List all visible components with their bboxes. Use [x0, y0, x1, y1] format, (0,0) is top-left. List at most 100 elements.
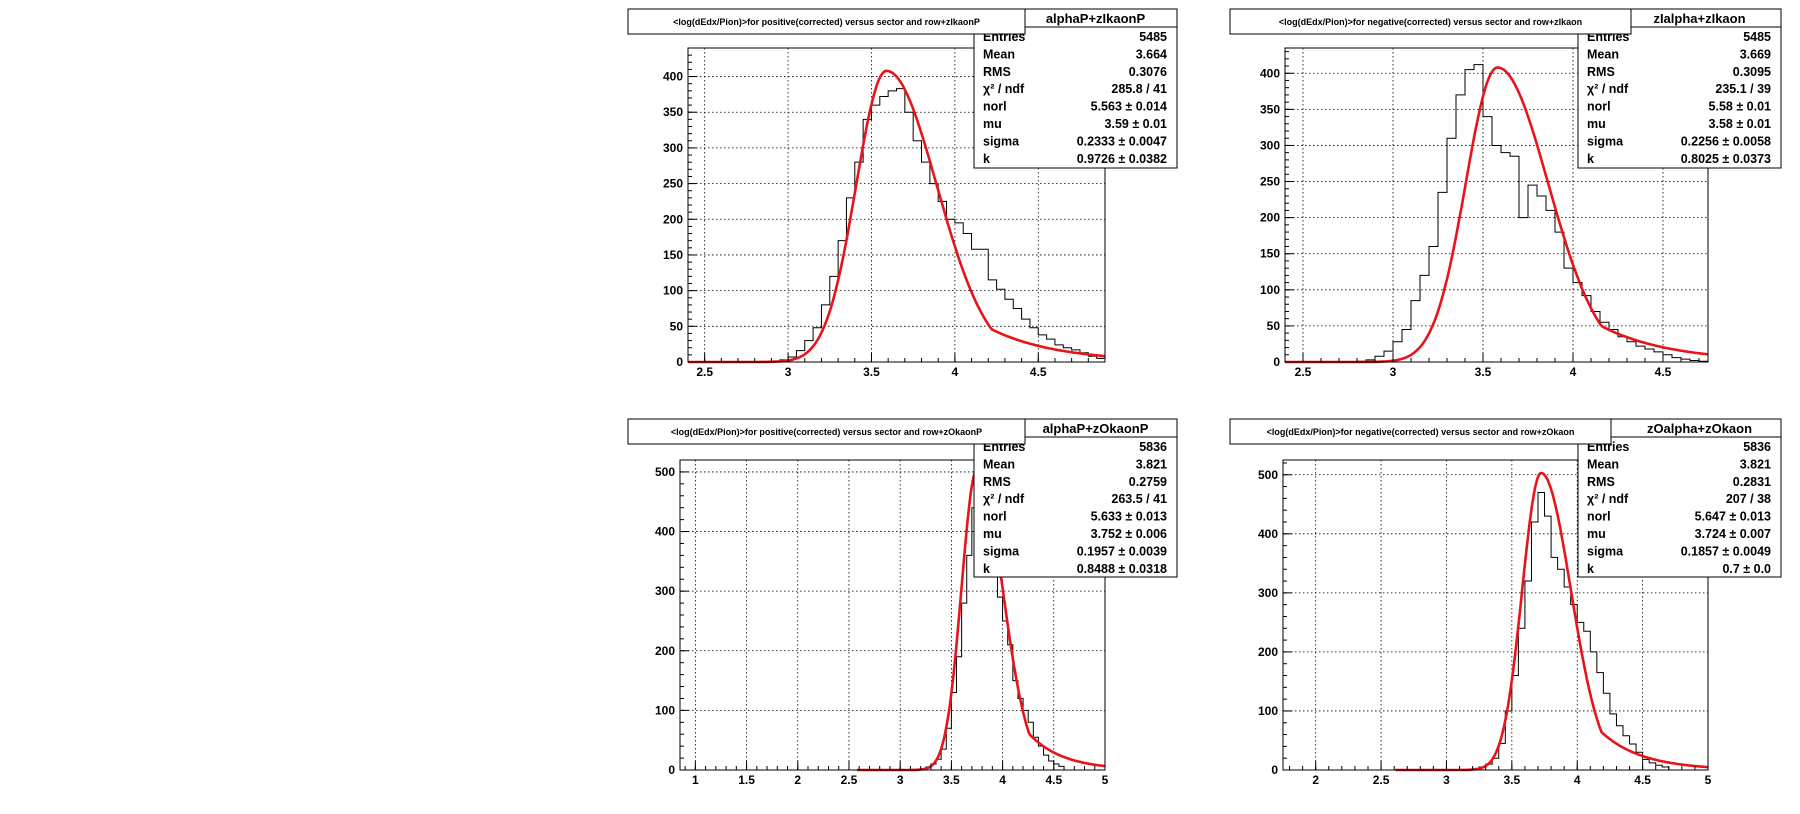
stats-value: 3.59 ± 0.01 [1105, 117, 1168, 131]
x-tick-label: 2.5 [841, 773, 858, 787]
x-tick-label: 5 [1102, 773, 1109, 787]
x-tick-label: 2.5 [1295, 365, 1312, 379]
plot-frame [1284, 47, 1709, 363]
stats-label: k [1587, 152, 1594, 166]
stats-value: 3.752 ± 0.006 [1091, 527, 1167, 541]
histogram-panel-2: 2.5 3 3.5 4 4.5 0 50 100 150 200 250 300 350 400 zIalp… [1229, 8, 1782, 379]
stats-label: k [983, 562, 990, 576]
x-tick-label: 2.5 [1373, 773, 1390, 787]
x-tick-label: 4 [1570, 365, 1577, 379]
stats-label: mu [983, 527, 1002, 541]
y-tick-label: 100 [1260, 283, 1280, 297]
y-tick-label: 100 [663, 284, 683, 298]
y-tick-label: 350 [1260, 102, 1280, 116]
y-tick-label: 150 [663, 248, 683, 262]
stats-label: RMS [983, 65, 1011, 79]
stats-label: Mean [983, 47, 1015, 61]
y-tick-label: 50 [670, 319, 684, 333]
stats-value: 5.563 ± 0.014 [1091, 100, 1167, 114]
stats-value: 5485 [1743, 30, 1771, 44]
stats-value: 5.58 ± 0.01 [1709, 100, 1772, 114]
y-tick-label: 200 [1260, 211, 1280, 225]
chart-title: <log(dEdx/Pion)>for positive(corrected) … [673, 17, 980, 27]
stats-value: 0.9726 ± 0.0382 [1077, 152, 1167, 166]
stats-label: Mean [983, 457, 1015, 471]
x-tick-label: 3 [897, 773, 904, 787]
stats-value: 0.2831 [1733, 475, 1771, 489]
stats-label: mu [1587, 527, 1606, 541]
y-tick-label: 0 [1271, 763, 1278, 777]
title-box [1229, 8, 1632, 35]
stats-value: 0.1857 ± 0.0049 [1681, 544, 1771, 558]
stats-label: norl [983, 510, 1007, 524]
stats-value: 3.664 [1136, 47, 1167, 61]
x-tick-label: 5 [1705, 773, 1712, 787]
y-tick-label: 150 [1260, 247, 1280, 261]
y-tick-label: 400 [1260, 66, 1280, 80]
stats-header: alphaP+zIkaonP [1046, 11, 1146, 26]
stats-label: RMS [1587, 65, 1615, 79]
stats-value: 235.1 / 39 [1715, 82, 1771, 96]
chart-title: <log(dEdx/Pion)>for negative(corrected) … [1267, 427, 1575, 437]
x-tick-label: 4 [999, 773, 1006, 787]
stats-label: χ² / ndf [1587, 82, 1629, 96]
stats-label: RMS [1587, 475, 1615, 489]
y-tick-label: 200 [1258, 645, 1278, 659]
histogram-panel-4: 2 2.5 3 3.5 4 4.5 5 0 100 200 300 400 500 zOalpha+zOk… [1229, 418, 1782, 787]
y-tick-label: 300 [663, 141, 683, 155]
stats-label: norl [983, 100, 1007, 114]
stats-label: Mean [1587, 47, 1619, 61]
x-tick-label: 3.5 [1475, 365, 1492, 379]
stats-label: χ² / ndf [1587, 492, 1629, 506]
y-tick-label: 400 [655, 525, 675, 539]
histogram-panel-1: 2.5 3 3.5 4 4.5 0 50 100 150 200 250 300 350 400 alpha… [627, 8, 1178, 379]
stats-label: mu [983, 117, 1002, 131]
stats-value: 0.7 ± 0.0 [1722, 562, 1771, 576]
y-tick-label: 300 [1260, 138, 1280, 152]
y-tick-label: 100 [655, 703, 675, 717]
stats-box [973, 8, 1178, 169]
stats-label: RMS [983, 475, 1011, 489]
x-tick-label: 3 [785, 365, 792, 379]
y-tick-label: 200 [663, 212, 683, 226]
title-box [627, 8, 1026, 35]
stats-value: 5.633 ± 0.013 [1091, 510, 1167, 524]
x-tick-label: 1.5 [738, 773, 755, 787]
y-tick-label: 0 [676, 355, 683, 369]
stats-label: norl [1587, 510, 1611, 524]
stats-label: sigma [1587, 134, 1624, 148]
stats-value: 3.724 ± 0.007 [1695, 527, 1771, 541]
title-box [1229, 418, 1612, 445]
y-tick-label: 0 [1273, 355, 1280, 369]
y-tick-label: 50 [1267, 319, 1281, 333]
stats-label: χ² / ndf [983, 492, 1025, 506]
stats-label: k [983, 152, 990, 166]
stats-label: sigma [1587, 544, 1624, 558]
x-tick-label: 2 [794, 773, 801, 787]
stats-label: sigma [983, 544, 1020, 558]
x-tick-label: 3 [1390, 365, 1397, 379]
stats-value: 3.669 [1740, 47, 1771, 61]
y-tick-label: 400 [1258, 527, 1278, 541]
stats-label: k [1587, 562, 1594, 576]
plot-frame [1282, 459, 1709, 771]
x-tick-label: 3.5 [1504, 773, 1521, 787]
stats-value: 0.8488 ± 0.0318 [1077, 562, 1167, 576]
x-tick-label: 4 [952, 365, 959, 379]
y-tick-label: 250 [663, 177, 683, 191]
stats-label: Mean [1587, 457, 1619, 471]
x-tick-label: 4.5 [1045, 773, 1062, 787]
x-tick-label: 4.5 [1030, 365, 1047, 379]
stats-value: 3.58 ± 0.01 [1709, 117, 1772, 131]
stats-box [973, 418, 1178, 578]
chart-title: <log(dEdx/Pion)>for positive(corrected) … [671, 427, 982, 437]
stats-value: 5836 [1743, 440, 1771, 454]
stats-value: 0.2333 ± 0.0047 [1077, 134, 1167, 148]
y-tick-label: 0 [668, 763, 675, 777]
stats-label: χ² / ndf [983, 82, 1025, 96]
stats-label: mu [1587, 117, 1606, 131]
x-tick-label: 4.5 [1634, 773, 1651, 787]
stats-value: 0.3095 [1733, 65, 1771, 79]
stats-header: zOalpha+zOkaon [1647, 421, 1752, 436]
